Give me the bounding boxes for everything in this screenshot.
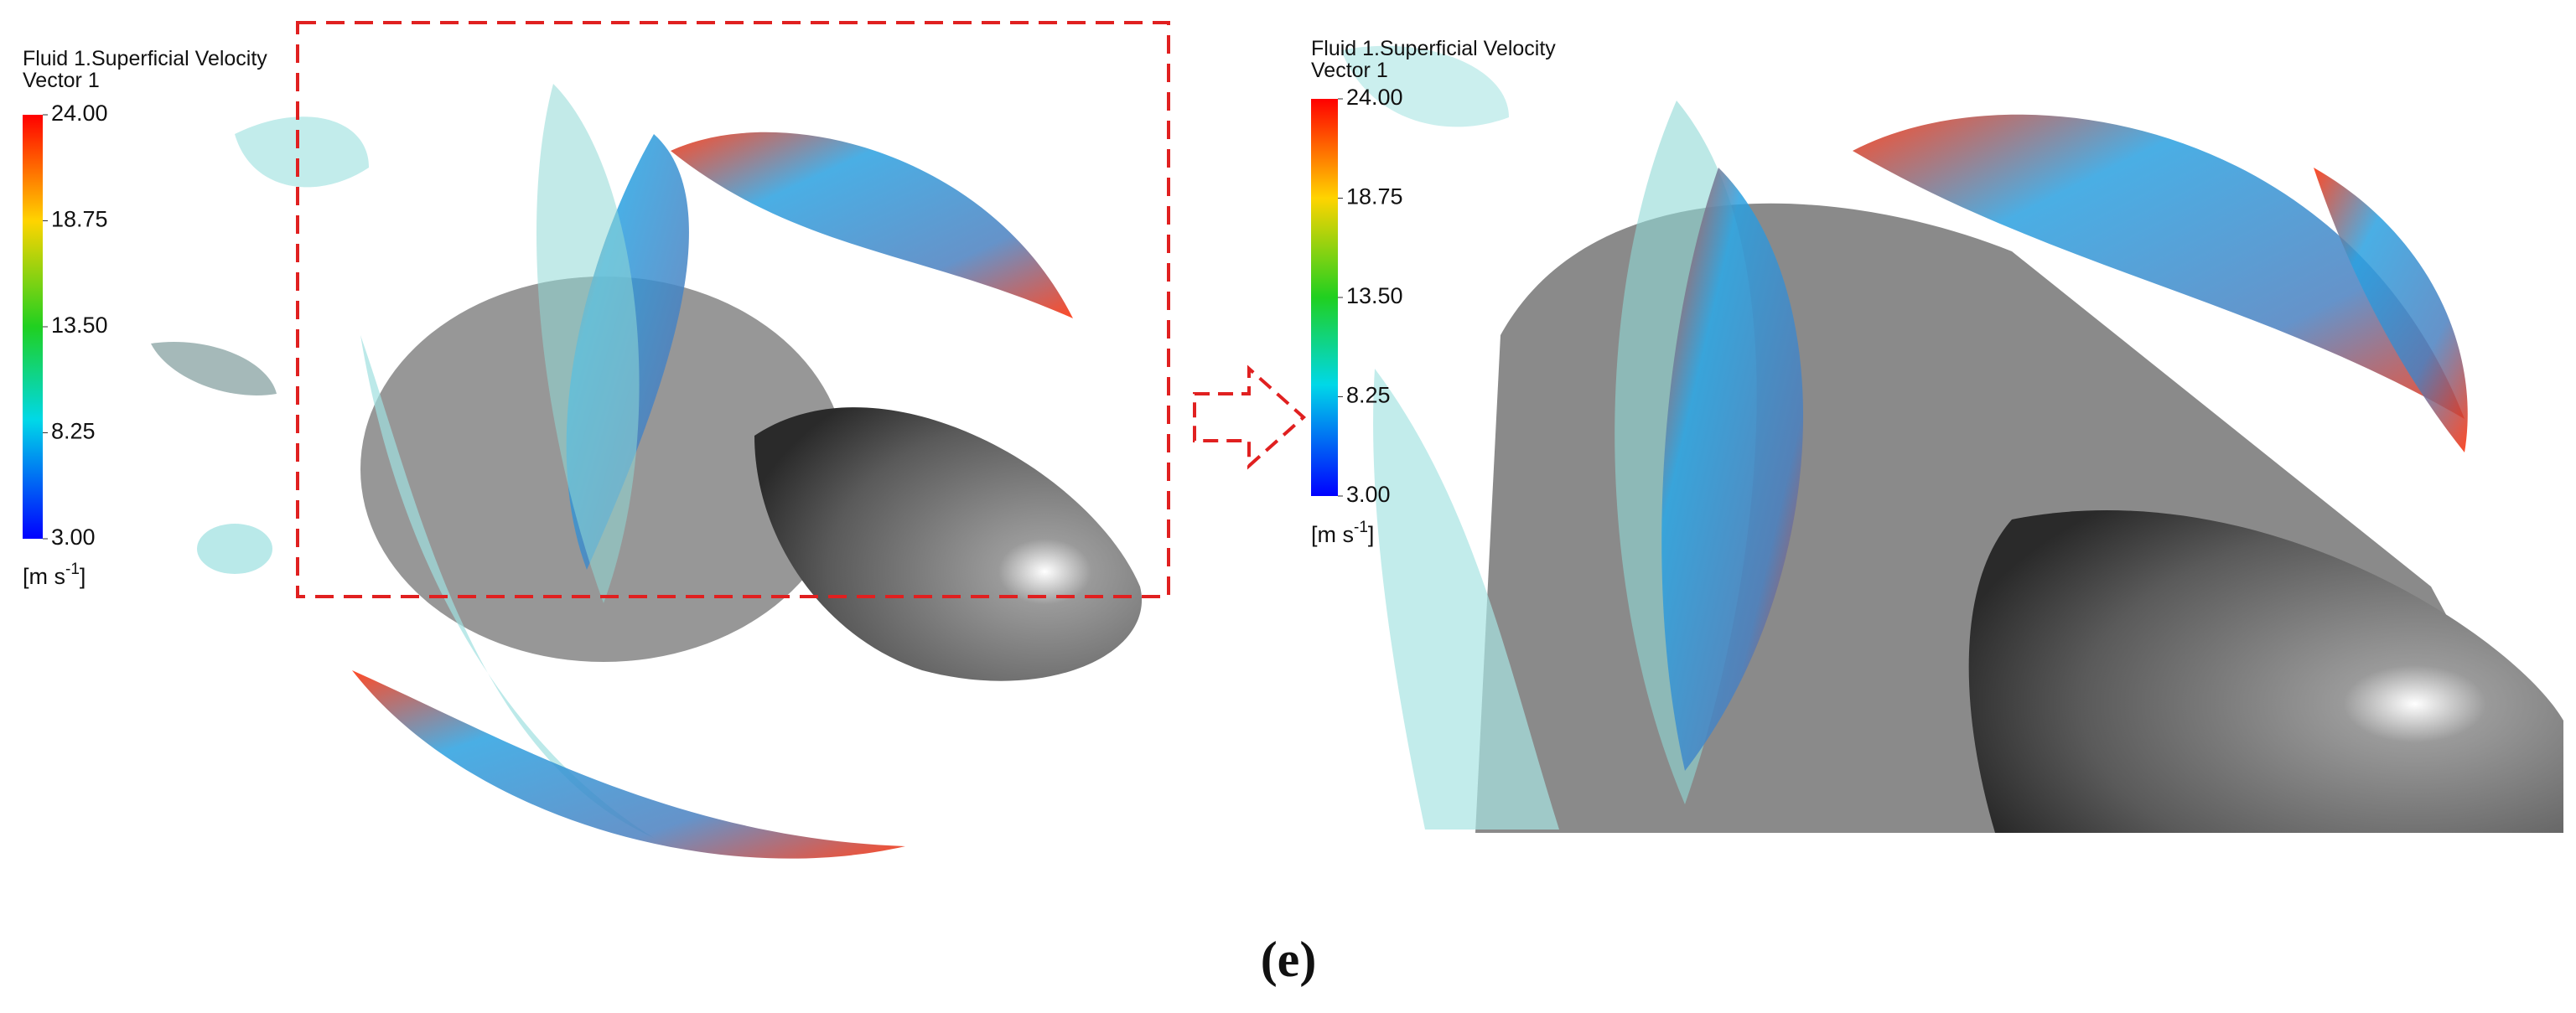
unit: [m s: [1311, 522, 1354, 547]
right-render: [1341, 45, 2563, 834]
legend-subtitle: Vector 1: [23, 69, 100, 92]
unit-exponent: -1: [1354, 519, 1368, 536]
colorbar: [23, 115, 43, 539]
tick-label: 8.25: [1346, 383, 1391, 408]
tick-label: 13.50: [1346, 283, 1403, 308]
legend-unit: [m s-1]: [23, 561, 86, 590]
colorbar: [1311, 99, 1338, 496]
tick-label: 8.25: [51, 419, 96, 444]
legend-title: Fluid 1.Superficial Velocity: [23, 47, 267, 70]
legend-unit: [m s-1]: [1311, 519, 1374, 548]
unit-end: ]: [1368, 522, 1375, 547]
caption: (e): [1261, 932, 1317, 987]
zoom-box: [296, 21, 1170, 598]
tick-label: 18.75: [1346, 184, 1403, 209]
unit: [m s: [23, 564, 65, 589]
tick-label: 18.75: [51, 207, 108, 232]
tick-label: 24.00: [1346, 85, 1403, 110]
tick-label: 13.50: [51, 313, 108, 338]
tick-label: 24.00: [51, 101, 108, 126]
legend-title: Fluid 1.Superficial Velocity: [1311, 37, 1556, 60]
unit-exponent: -1: [65, 561, 80, 578]
arrow: [1193, 364, 1307, 470]
left-render: [151, 84, 1143, 859]
tick-label: 3.00: [51, 525, 96, 550]
unit-end: ]: [80, 564, 86, 589]
legend-subtitle: Vector 1: [1311, 59, 1388, 82]
tick-label: 3.00: [1346, 482, 1391, 507]
